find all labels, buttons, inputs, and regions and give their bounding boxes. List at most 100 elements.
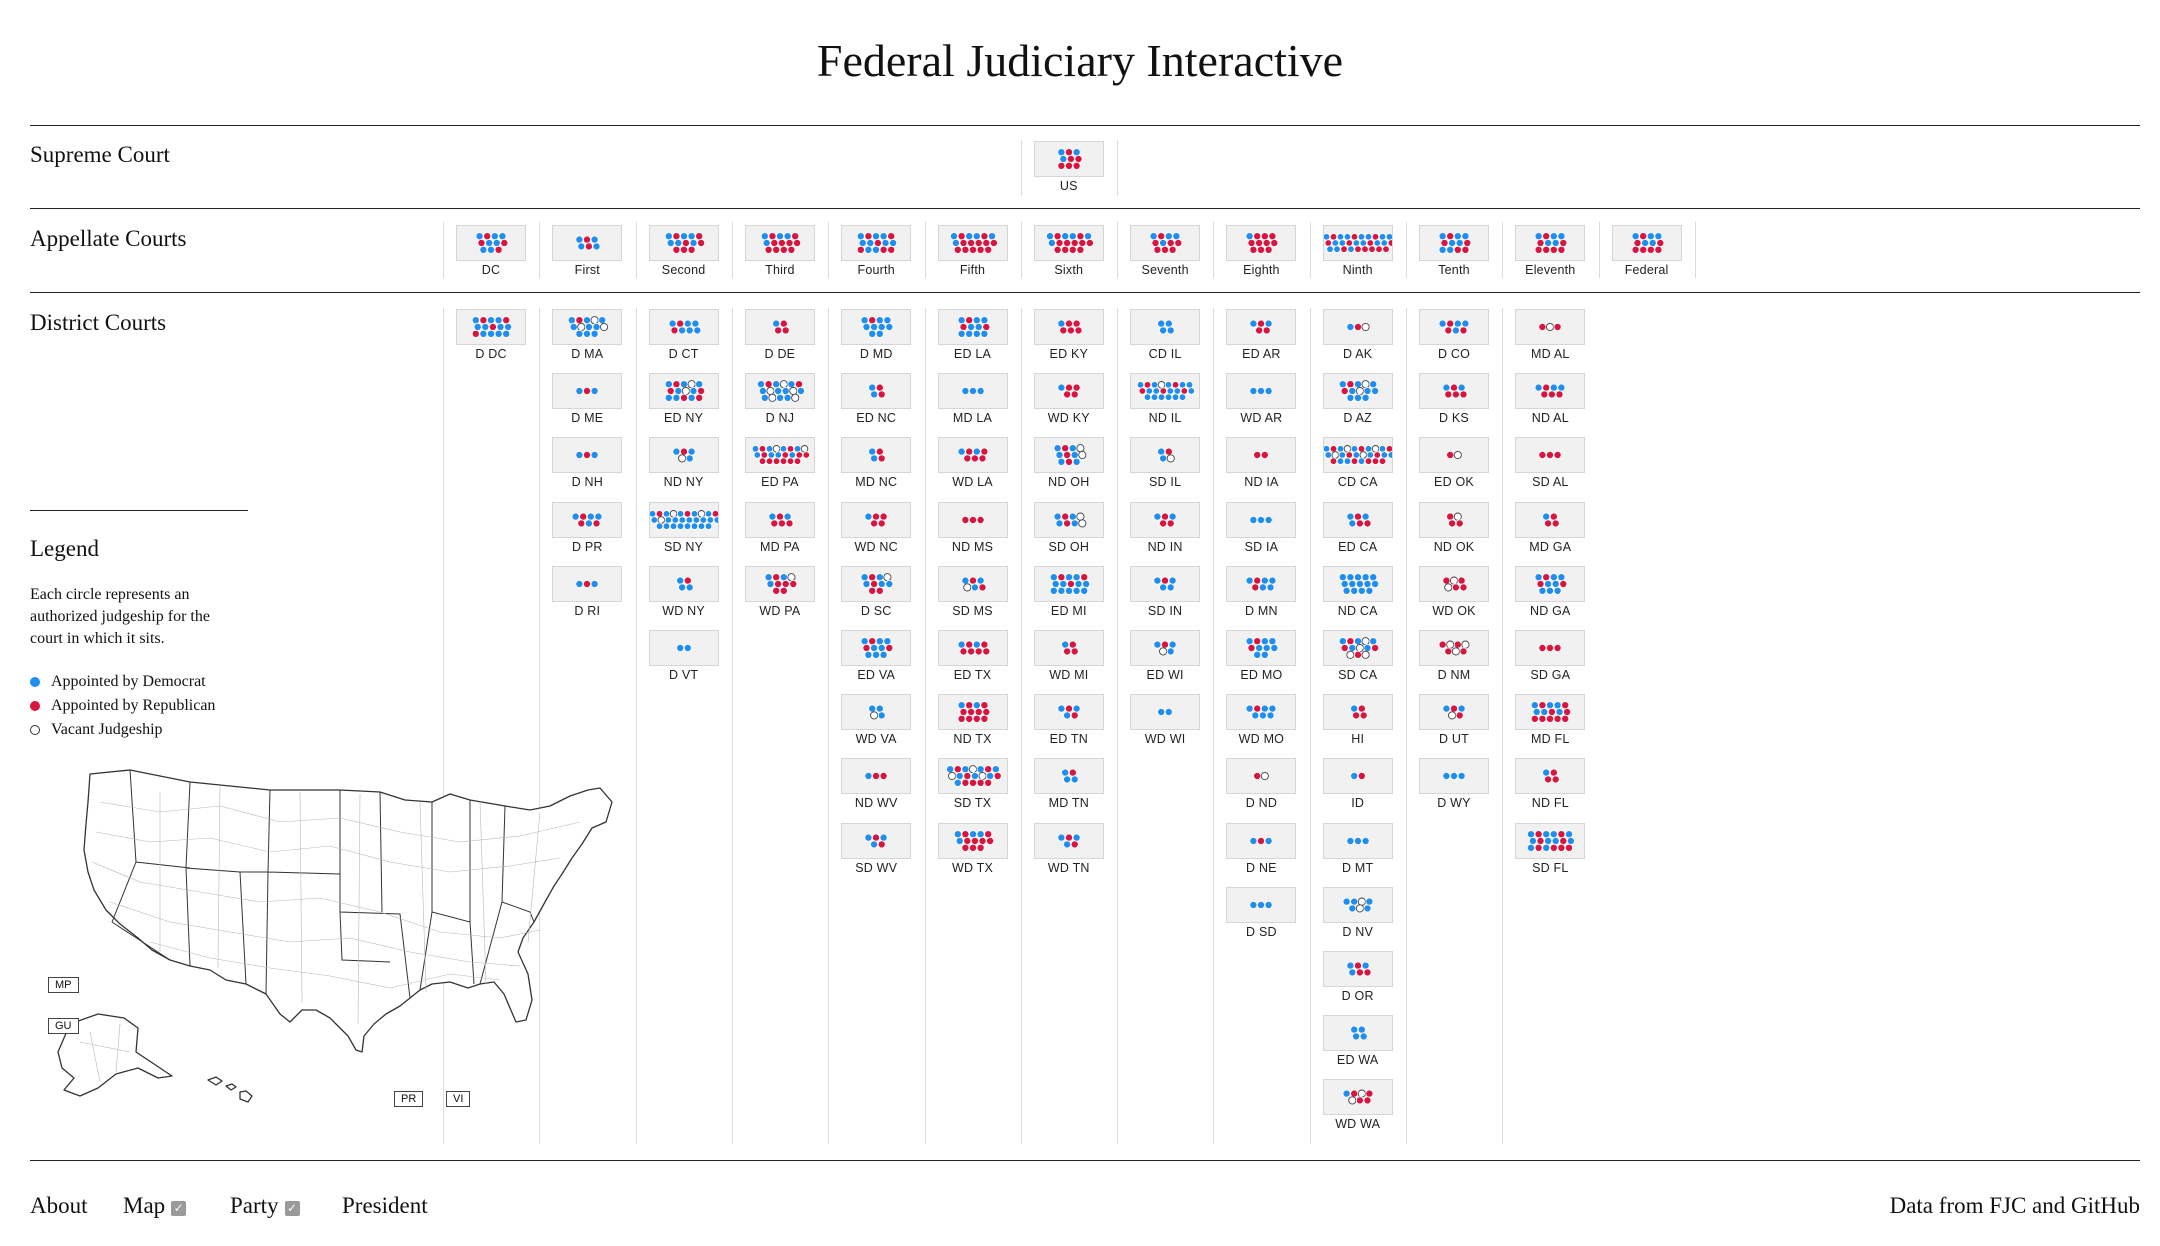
court-judgeship-box[interactable] [937, 822, 1008, 859]
party-checkbox-icon[interactable]: ✓ [284, 1201, 300, 1216]
court-judgeship-box[interactable] [744, 437, 815, 474]
court-judgeship-box[interactable] [1033, 630, 1104, 666]
court-judgeship-box[interactable] [1419, 437, 1489, 474]
court-judgeship-box[interactable] [1322, 630, 1393, 666]
court-judgeship-box[interactable] [841, 309, 912, 345]
court-judgeship-box[interactable] [552, 501, 623, 538]
court-judgeship-box[interactable] [1033, 822, 1104, 859]
court-judgeship-box[interactable] [1130, 630, 1201, 666]
court-judgeship-box[interactable] [1033, 225, 1104, 261]
court-judgeship-box[interactable] [937, 694, 1008, 731]
map-toggle[interactable]: Map ✓ [123, 1193, 187, 1219]
court-judgeship-box[interactable] [1322, 886, 1393, 923]
court-judgeship-box[interactable] [1033, 694, 1104, 731]
court-judgeship-box[interactable] [1515, 373, 1586, 410]
court-judgeship-box[interactable] [1130, 225, 1201, 261]
party-toggle[interactable]: Party ✓ [230, 1193, 300, 1219]
court-judgeship-box[interactable] [937, 630, 1008, 666]
court-judgeship-box[interactable] [1515, 758, 1586, 795]
court-judgeship-box[interactable] [744, 225, 815, 261]
court-judgeship-box[interactable] [937, 437, 1008, 474]
court-judgeship-box[interactable] [1226, 373, 1297, 410]
court-judgeship-box[interactable] [744, 373, 815, 410]
court-judgeship-box[interactable] [1515, 694, 1586, 731]
court-judgeship-box[interactable] [648, 309, 719, 345]
court-judgeship-box[interactable] [937, 373, 1008, 410]
court-judgeship-box[interactable] [1515, 225, 1586, 261]
court-judgeship-box[interactable] [1130, 309, 1201, 345]
court-judgeship-box[interactable] [1515, 501, 1586, 538]
court-judgeship-box[interactable] [1226, 225, 1297, 261]
court-judgeship-box[interactable] [1226, 886, 1297, 923]
court-judgeship-box[interactable] [841, 758, 912, 795]
court-judgeship-box[interactable] [841, 501, 912, 538]
court-judgeship-box[interactable] [1322, 437, 1393, 474]
court-judgeship-box[interactable] [1033, 309, 1104, 345]
map-hawaii[interactable] [207, 1076, 253, 1103]
court-judgeship-box[interactable] [937, 309, 1008, 345]
court-judgeship-box[interactable] [648, 501, 719, 538]
court-judgeship-box[interactable] [1322, 501, 1393, 538]
president-toggle[interactable]: President [342, 1193, 428, 1218]
court-judgeship-box[interactable] [1033, 141, 1104, 177]
court-judgeship-box[interactable] [937, 758, 1008, 795]
court-judgeship-box[interactable] [1033, 565, 1104, 602]
court-judgeship-box[interactable] [1130, 437, 1201, 474]
court-judgeship-box[interactable] [1130, 373, 1201, 410]
court-judgeship-box[interactable] [1226, 501, 1297, 538]
court-judgeship-box[interactable] [552, 309, 623, 345]
court-judgeship-box[interactable] [1322, 565, 1393, 602]
data-source-link[interactable]: Data from FJC and GitHub [1889, 1193, 2140, 1218]
us-district-map[interactable] [40, 762, 630, 1112]
court-judgeship-box[interactable] [1515, 630, 1586, 666]
court-judgeship-box[interactable] [1226, 437, 1297, 474]
territory-pr[interactable]: PR [394, 1091, 424, 1107]
court-judgeship-box[interactable] [456, 225, 526, 261]
court-judgeship-box[interactable] [1226, 630, 1297, 666]
court-judgeship-box[interactable] [1419, 758, 1489, 795]
court-judgeship-box[interactable] [841, 630, 912, 666]
court-judgeship-box[interactable] [1419, 694, 1489, 731]
territory-mp[interactable]: MP [48, 977, 79, 993]
court-judgeship-box[interactable] [1515, 565, 1586, 602]
court-judgeship-box[interactable] [841, 822, 912, 859]
court-judgeship-box[interactable] [1322, 758, 1393, 795]
court-judgeship-box[interactable] [1419, 309, 1489, 345]
court-judgeship-box[interactable] [744, 501, 815, 538]
court-judgeship-box[interactable] [937, 501, 1008, 538]
court-judgeship-box[interactable] [1130, 501, 1201, 538]
court-judgeship-box[interactable] [1419, 501, 1489, 538]
court-judgeship-box[interactable] [1419, 565, 1489, 602]
court-judgeship-box[interactable] [937, 565, 1008, 602]
court-judgeship-box[interactable] [744, 309, 815, 345]
court-judgeship-box[interactable] [456, 309, 526, 345]
court-judgeship-box[interactable] [937, 225, 1008, 261]
court-judgeship-box[interactable] [552, 437, 623, 474]
court-judgeship-box[interactable] [552, 565, 623, 602]
court-judgeship-box[interactable] [1611, 225, 1682, 261]
court-judgeship-box[interactable] [648, 373, 719, 410]
court-judgeship-box[interactable] [1033, 373, 1104, 410]
court-judgeship-box[interactable] [648, 225, 719, 261]
court-judgeship-box[interactable] [1322, 822, 1393, 859]
court-judgeship-box[interactable] [1130, 565, 1201, 602]
court-judgeship-box[interactable] [744, 565, 815, 602]
court-judgeship-box[interactable] [1130, 694, 1201, 731]
court-judgeship-box[interactable] [1322, 373, 1393, 410]
court-judgeship-box[interactable] [1419, 373, 1489, 410]
territory-gu[interactable]: GU [48, 1018, 79, 1034]
map-alaska[interactable] [57, 1013, 173, 1097]
court-judgeship-box[interactable] [552, 373, 623, 410]
court-judgeship-box[interactable] [1033, 501, 1104, 538]
court-judgeship-box[interactable] [552, 225, 623, 261]
court-judgeship-box[interactable] [841, 694, 912, 731]
court-judgeship-box[interactable] [1419, 630, 1489, 666]
territory-vi[interactable]: VI [446, 1091, 471, 1107]
court-judgeship-box[interactable] [1515, 437, 1586, 474]
map-lower48[interactable] [83, 769, 613, 1053]
court-judgeship-box[interactable] [1515, 309, 1586, 345]
court-judgeship-box[interactable] [1322, 1015, 1393, 1052]
court-judgeship-box[interactable] [1033, 758, 1104, 795]
court-judgeship-box[interactable] [1033, 437, 1104, 474]
court-judgeship-box[interactable] [1515, 822, 1586, 859]
